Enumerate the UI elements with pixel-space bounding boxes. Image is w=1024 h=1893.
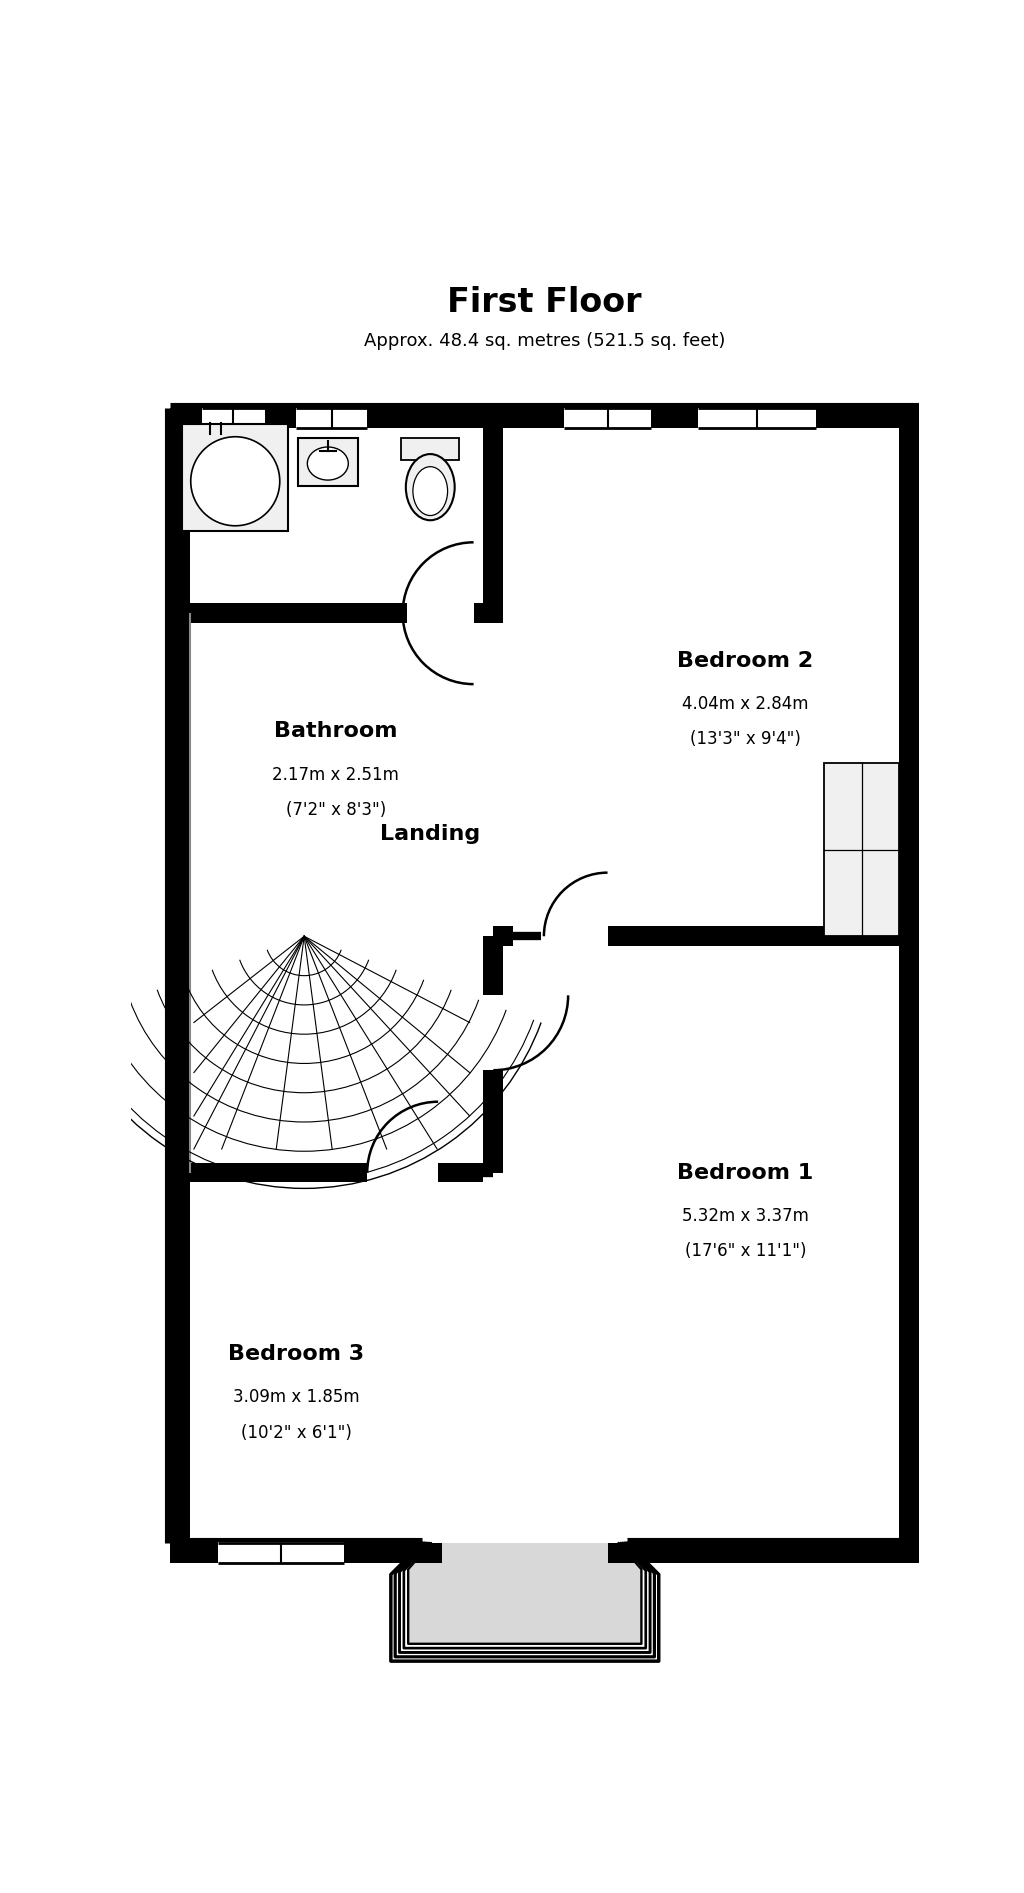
- Bar: [189, 604, 407, 623]
- Text: First Floor: First Floor: [447, 286, 642, 318]
- Bar: [438, 1162, 483, 1183]
- Bar: [483, 1070, 503, 1172]
- Bar: [899, 409, 919, 1543]
- Text: (10'2" x 6'1"): (10'2" x 6'1"): [241, 1424, 352, 1442]
- Bar: [202, 407, 265, 428]
- Ellipse shape: [406, 454, 455, 521]
- Polygon shape: [409, 1543, 641, 1643]
- Ellipse shape: [413, 468, 447, 515]
- Text: (13'3" x 9'4"): (13'3" x 9'4"): [690, 731, 801, 748]
- Text: Approx. 48.4 sq. metres (521.5 sq. feet): Approx. 48.4 sq. metres (521.5 sq. feet): [364, 333, 725, 350]
- Bar: [607, 926, 899, 946]
- Bar: [401, 437, 460, 460]
- Text: 2.17m x 2.51m: 2.17m x 2.51m: [272, 767, 399, 784]
- Text: 4.04m x 2.84m: 4.04m x 2.84m: [682, 695, 809, 714]
- Bar: [607, 1543, 919, 1562]
- Bar: [298, 439, 357, 487]
- Ellipse shape: [307, 447, 348, 481]
- Bar: [189, 604, 395, 623]
- Ellipse shape: [190, 437, 280, 526]
- Bar: [170, 409, 919, 428]
- Text: 3.09m x 1.85m: 3.09m x 1.85m: [233, 1388, 359, 1406]
- Bar: [170, 409, 189, 1543]
- Bar: [483, 937, 503, 996]
- Text: 5.32m x 3.37m: 5.32m x 3.37m: [682, 1208, 809, 1225]
- Bar: [483, 409, 503, 623]
- Bar: [564, 407, 651, 428]
- Text: (17'6" x 11'1"): (17'6" x 11'1"): [685, 1242, 806, 1261]
- Text: Bedroom 3: Bedroom 3: [228, 1344, 365, 1363]
- Bar: [170, 1543, 442, 1562]
- Bar: [824, 763, 899, 937]
- Text: Bedroom 1: Bedroom 1: [677, 1162, 813, 1183]
- Text: Bedroom 2: Bedroom 2: [677, 651, 813, 670]
- Text: Landing: Landing: [380, 823, 480, 844]
- Bar: [494, 926, 513, 946]
- Bar: [182, 424, 289, 530]
- Text: (7'2" x 8'3"): (7'2" x 8'3"): [286, 801, 386, 820]
- Bar: [217, 1543, 344, 1562]
- Text: Bathroom: Bathroom: [274, 721, 397, 742]
- Bar: [189, 1162, 368, 1183]
- Bar: [698, 407, 816, 428]
- Bar: [296, 407, 368, 428]
- Bar: [477, 604, 494, 623]
- Bar: [473, 604, 494, 623]
